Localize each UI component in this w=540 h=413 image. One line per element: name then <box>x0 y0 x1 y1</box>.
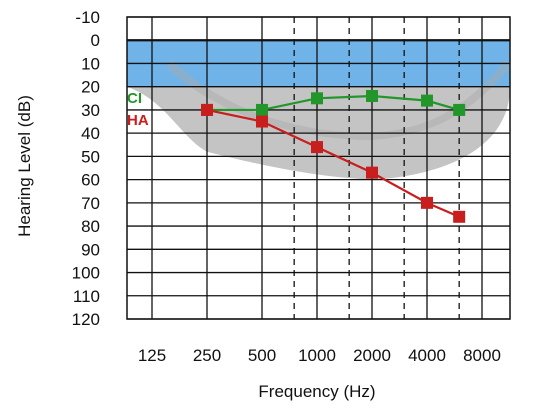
y-tick-label: 50 <box>81 147 100 166</box>
series-label-ha: HA <box>127 112 149 129</box>
series-point-ci <box>256 103 268 116</box>
y-axis-title: Hearing Level (dB) <box>15 95 34 237</box>
x-tick-labels: 125 250 500 1000 2000 4000 8000 <box>138 346 501 365</box>
x-tick-label: 250 <box>193 346 221 365</box>
y-tick-label: 110 <box>73 287 100 306</box>
series-point-ha <box>453 210 466 223</box>
series-layer <box>201 89 466 223</box>
x-tick-label: 8000 <box>463 346 501 365</box>
y-tick-label: 90 <box>81 240 100 259</box>
y-tick-label: -10 <box>75 8 100 27</box>
series-labels: CI HA <box>127 90 149 129</box>
x-tick-label: 2000 <box>353 346 391 365</box>
y-tick-label: 30 <box>81 101 100 120</box>
x-tick-label: 500 <box>248 346 276 365</box>
y-tick-label: 0 <box>91 31 100 50</box>
series-label-ci: CI <box>127 90 142 107</box>
series-point-ci <box>366 89 378 102</box>
series-point-ha <box>311 141 323 154</box>
y-tick-label: 20 <box>81 78 100 97</box>
series-point-ha <box>201 103 213 116</box>
y-tick-label: 40 <box>81 124 100 143</box>
x-tick-label: 125 <box>138 346 166 365</box>
series-point-ha <box>421 196 433 209</box>
series-point-ha <box>366 166 378 179</box>
y-tick-label: 10 <box>81 54 100 73</box>
y-tick-label: 100 <box>72 264 100 283</box>
x-tick-label: 1000 <box>298 346 336 365</box>
y-tick-labels: -10 0 10 20 30 40 50 60 70 80 90 100 110 120 <box>72 8 100 329</box>
y-tick-label: 70 <box>81 194 100 213</box>
series-point-ci <box>453 103 466 116</box>
x-axis-title: Frequency (Hz) <box>258 382 375 401</box>
y-tick-label: 120 <box>72 310 100 329</box>
y-tick-label: 80 <box>81 217 100 236</box>
series-point-ha <box>256 115 268 128</box>
series-point-ci <box>421 94 433 107</box>
series-point-ci <box>311 92 323 105</box>
plot-frame <box>126 16 511 320</box>
y-tick-label: 60 <box>81 171 100 190</box>
x-tick-label: 4000 <box>408 346 446 365</box>
